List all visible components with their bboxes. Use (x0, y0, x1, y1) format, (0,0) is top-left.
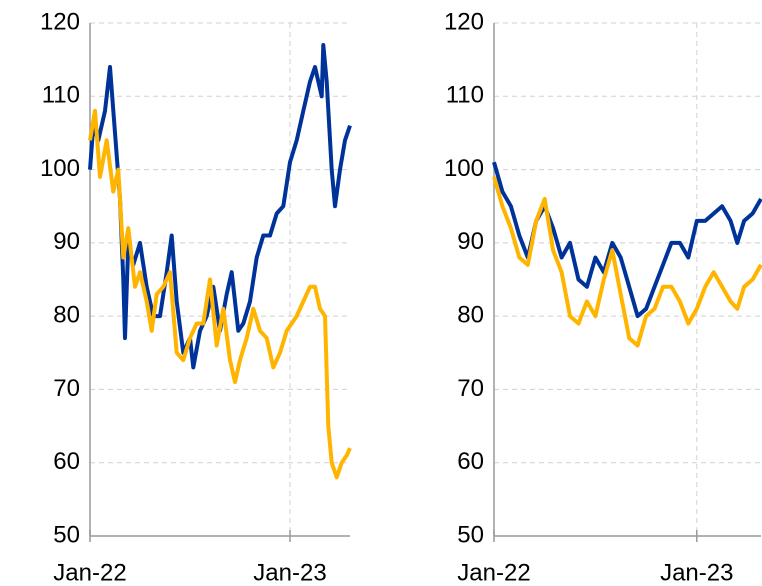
y-tick-label: 90 (457, 228, 484, 255)
line (88, 108, 352, 480)
y-tick-label: 100 (444, 155, 484, 182)
line (88, 43, 352, 370)
y-tick-label: 70 (53, 375, 80, 402)
y-tick-label: 50 (53, 521, 80, 548)
y-tick-label: 60 (53, 448, 80, 475)
y-tick-label: 90 (53, 228, 80, 255)
y-tick-label: 60 (457, 448, 484, 475)
y-tick-label: 110 (446, 82, 484, 109)
y-tick-label: 120 (444, 8, 484, 35)
x-tick-label: Jan-23 (660, 559, 733, 586)
y-tick-label: 100 (40, 155, 80, 182)
y-tick-label: 80 (457, 301, 484, 328)
y-tick-label: 110 (42, 82, 80, 109)
x-tick-label: Jan-23 (253, 559, 326, 586)
y-tick-label: 120 (40, 8, 80, 35)
y-tick-label: 50 (457, 521, 484, 548)
line (492, 176, 762, 348)
y-tick-label: 70 (457, 375, 484, 402)
x-tick-label: Jan-22 (53, 559, 126, 586)
x-tick-label: Jan-22 (457, 559, 530, 586)
y-tick-label: 80 (53, 301, 80, 328)
